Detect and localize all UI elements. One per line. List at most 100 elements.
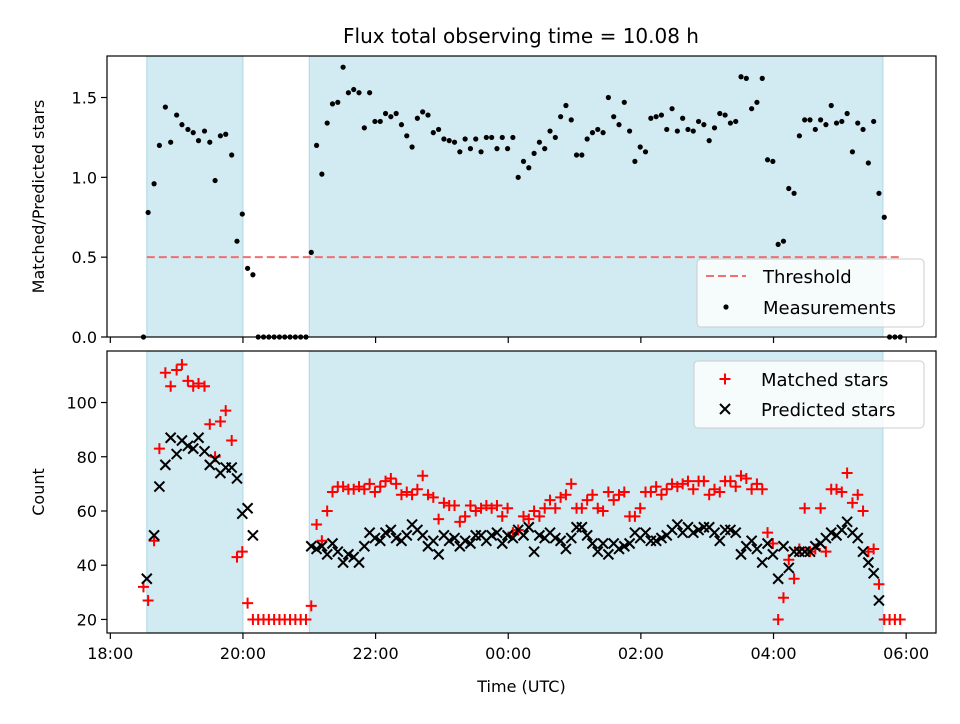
measurement-point: [207, 139, 213, 145]
predicted-star-point: [597, 537, 609, 550]
top-shaded-interval: [146, 56, 243, 337]
matched-star-point: [756, 483, 768, 495]
predicted-star-point: [554, 535, 567, 547]
measurement-point: [616, 122, 622, 128]
measurement-point: [833, 120, 840, 126]
x-tick-label: 00:00: [485, 644, 531, 663]
measurement-point: [223, 131, 229, 137]
top-y-tick-label: 0.0: [72, 328, 97, 347]
measurement-point: [664, 126, 670, 133]
predicted-star-point: [192, 432, 205, 444]
measurement-point: [446, 138, 452, 144]
matched-star-point: [226, 434, 238, 446]
measurement-point: [377, 118, 383, 125]
measurement-point: [674, 128, 680, 134]
matched-star-point: [799, 502, 811, 514]
top-y-tick-label: 1.5: [72, 89, 97, 108]
measurement-point: [839, 118, 845, 125]
predicted-star-point: [153, 480, 166, 493]
measurement-point: [494, 146, 500, 152]
bottom-y-tick-label: 60: [77, 502, 97, 521]
measurement-point: [351, 86, 357, 93]
measurement-point: [685, 126, 691, 133]
matched-star-point: [846, 497, 858, 509]
measurement-point: [504, 146, 511, 152]
matched-star-point: [655, 489, 667, 501]
matched-star-point: [142, 594, 154, 606]
matched-star-point: [321, 505, 333, 517]
matched-star-point: [427, 491, 439, 503]
matched-star-point: [193, 378, 205, 390]
measurement-point: [542, 146, 548, 152]
predicted-star-point: [170, 448, 183, 460]
matched-star-point: [236, 546, 248, 558]
predicted-star-point: [841, 516, 853, 528]
measurement-point: [520, 158, 527, 164]
x-tick-label: 06:00: [883, 644, 929, 663]
matched-star-point: [682, 475, 694, 487]
matched-star-point: [740, 472, 752, 484]
measurement-point: [828, 102, 834, 109]
measurement-point: [212, 177, 218, 184]
matched-star-point: [698, 475, 710, 487]
matched-star-point: [159, 367, 171, 379]
bottom-y-tick-label: 20: [77, 610, 97, 629]
measurement-point: [382, 110, 389, 117]
predicted-star-point: [857, 545, 869, 558]
predicted-star-point: [517, 529, 530, 542]
measurement-point: [802, 117, 808, 123]
predicted-star-point: [852, 532, 864, 544]
measurement-point: [568, 117, 574, 123]
measurement-point: [151, 181, 157, 187]
measurement-point: [409, 144, 415, 150]
predicted-star-point: [358, 540, 371, 552]
measurement-point: [796, 133, 802, 139]
legend-measurements-swatch: [723, 304, 729, 310]
measurement-point: [849, 149, 856, 155]
bottom-legend-box: [693, 360, 925, 429]
x-tick-label: 18:00: [87, 644, 133, 663]
chart-title: Flux total observing time = 10.08 h: [343, 24, 699, 48]
predicted-star-point: [867, 567, 880, 580]
predicted-star-point: [332, 545, 344, 558]
predicted-star-point: [432, 548, 445, 561]
matched-star-point: [364, 478, 376, 490]
measurement-point: [642, 149, 649, 155]
matched-star-point: [417, 470, 429, 482]
measurement-point: [621, 99, 627, 105]
measurement-point: [695, 118, 702, 125]
measurement-point: [764, 157, 771, 163]
matched-star-point: [374, 481, 386, 493]
matched-star-point: [661, 483, 673, 495]
measurement-point: [669, 106, 675, 112]
predicted-star-point: [772, 573, 784, 585]
matched-star-point: [634, 502, 646, 514]
measurement-point: [743, 75, 749, 81]
measurement-point: [229, 152, 235, 158]
measurement-point: [680, 115, 686, 121]
top-axes-frame: [106, 55, 937, 338]
matched-star-point: [406, 489, 418, 501]
measurement-point: [754, 99, 760, 105]
measurement-point: [201, 128, 208, 134]
measurement-point: [881, 214, 887, 220]
measurement-point: [526, 165, 532, 171]
matched-star-point: [539, 502, 551, 514]
predicted-star-point: [507, 532, 519, 544]
measurement-point: [579, 152, 585, 158]
measurement-point: [584, 136, 590, 142]
matched-star-point: [581, 494, 593, 506]
matched-star-point: [533, 510, 545, 522]
predicted-star-point: [198, 445, 211, 458]
measurement-point: [844, 110, 850, 117]
predicted-star-point: [353, 556, 365, 569]
matched-star-point: [214, 416, 226, 427]
predicted-star-point: [586, 537, 599, 550]
matched-star-point: [687, 483, 699, 495]
measurement-point: [168, 139, 174, 145]
matched-star-point: [618, 486, 630, 498]
matched-star-point: [767, 538, 779, 550]
matched-star-point: [300, 613, 312, 625]
predicted-star-point: [592, 545, 604, 558]
